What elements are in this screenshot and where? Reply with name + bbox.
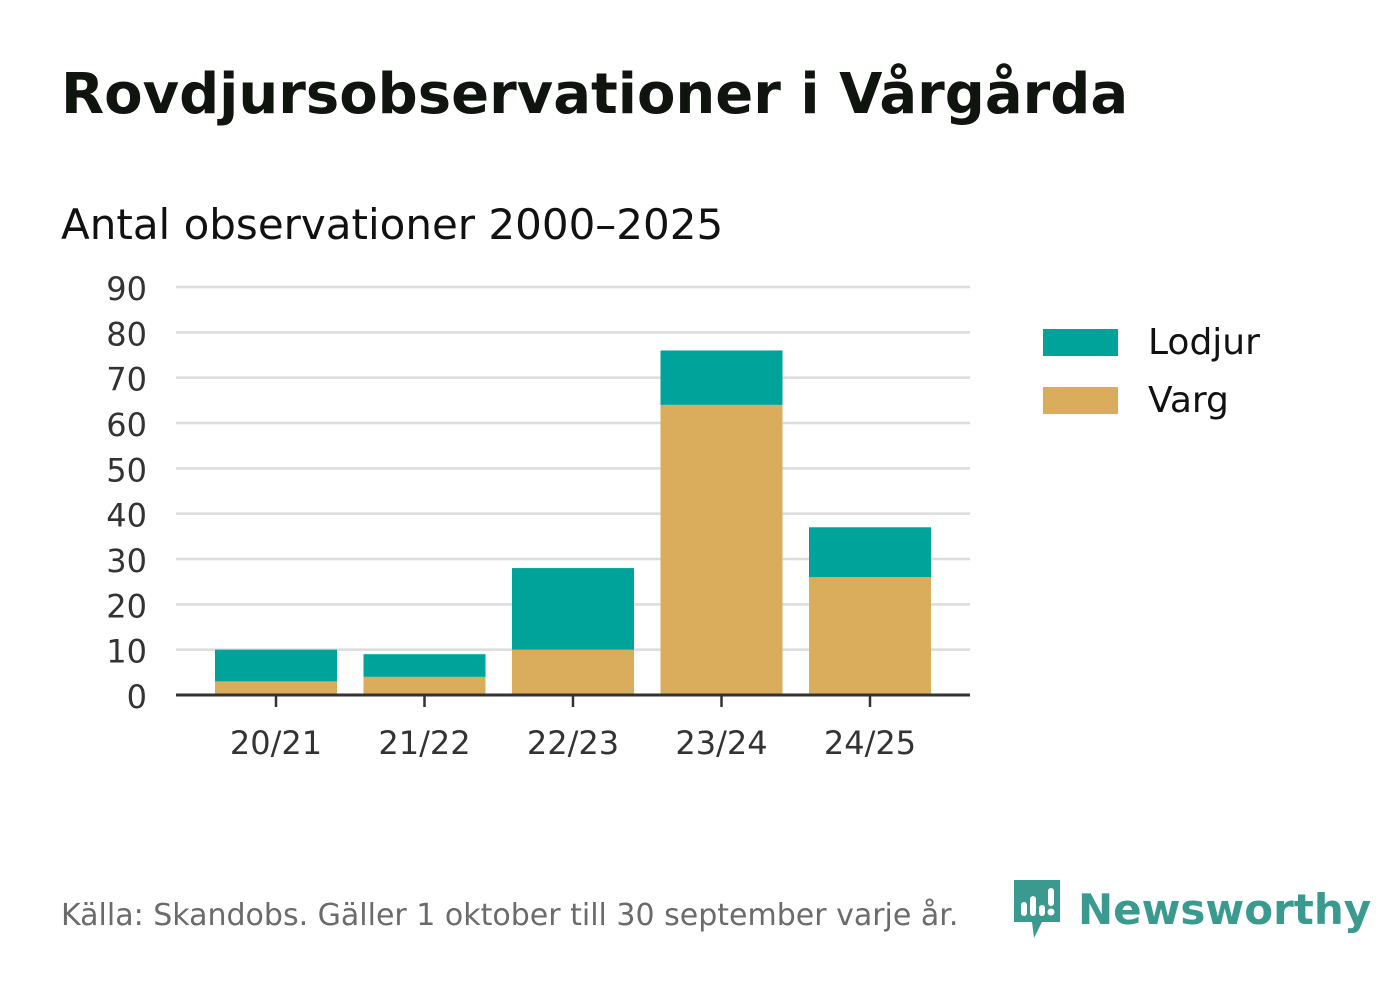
legend-item-varg: Varg (1043, 379, 1260, 421)
y-tick-label-40: 40 (106, 497, 147, 535)
bar-lodjur-23-24 (660, 350, 783, 405)
y-tick-label-70: 70 (106, 361, 147, 399)
chart-title: Rovdjursobservationer i Vårgårda (61, 62, 1129, 127)
bar-varg-20-21 (215, 681, 337, 695)
source-note: Källa: Skandobs. Gäller 1 oktober till 3… (61, 898, 959, 933)
y-tick-label-0: 0 (127, 678, 147, 716)
y-tick-label-20: 20 (106, 587, 147, 625)
legend: Lodjur Varg (1043, 322, 1260, 438)
x-tick-label-24-25: 24/25 (824, 724, 916, 762)
y-tick-label-80: 80 (106, 315, 147, 353)
bar-varg-22-23 (512, 649, 634, 695)
bar-lodjur-21-22 (363, 654, 486, 677)
y-tick-label-60: 60 (106, 406, 147, 444)
bar-lodjur-20-21 (215, 649, 337, 682)
y-tick-label-30: 30 (106, 542, 147, 580)
x-tick-label-22-23: 22/23 (527, 724, 619, 762)
x-tick-label-20-21: 20/21 (230, 724, 322, 762)
newsworthy-logo-icon (1014, 880, 1060, 938)
x-tick-label-23-24: 23/24 (675, 724, 767, 762)
legend-item-lodjur: Lodjur (1043, 321, 1260, 363)
bar-varg-24-25 (809, 577, 931, 695)
x-tick-label-21-22: 21/22 (378, 724, 470, 762)
bar-lodjur-24-25 (809, 527, 931, 578)
bar-varg-23-24 (660, 404, 783, 695)
legend-label-varg: Varg (1148, 379, 1229, 421)
chart-subtitle: Antal observationer 2000–2025 (61, 200, 724, 249)
legend-swatch-lodjur (1043, 328, 1118, 356)
y-tick-label-50: 50 (106, 451, 147, 489)
y-tick-label-90: 90 (106, 270, 147, 308)
legend-label-lodjur: Lodjur (1148, 321, 1260, 363)
newsworthy-brand: Newsworthy (1012, 878, 1371, 940)
bar-varg-21-22 (363, 676, 486, 695)
legend-swatch-varg (1043, 386, 1118, 414)
brand-name: Newsworthy (1078, 884, 1372, 934)
bar-lodjur-22-23 (512, 568, 634, 650)
y-tick-label-10: 10 (106, 633, 147, 671)
